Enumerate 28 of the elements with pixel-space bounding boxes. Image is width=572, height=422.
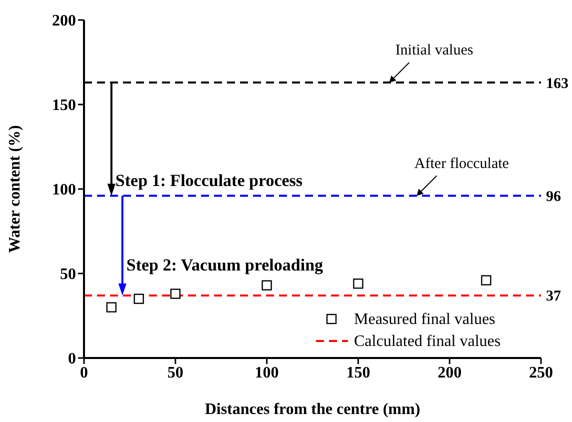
x-tick-label: 100 xyxy=(254,364,279,382)
point xyxy=(481,275,492,286)
ref-line-label: 163 xyxy=(546,76,568,92)
point xyxy=(262,280,272,290)
y-tick-label: 50 xyxy=(60,266,76,284)
x-tick-label: 0 xyxy=(80,364,88,382)
legend-label: Calculated final values xyxy=(354,333,501,350)
ref-line-label: 96 xyxy=(546,189,562,206)
point xyxy=(170,288,180,299)
x-tick-label: 50 xyxy=(167,364,184,382)
annotation: Initial values xyxy=(395,42,474,59)
y-axis-title: Water content (%) xyxy=(6,125,24,253)
y-tick-label: 200 xyxy=(52,12,76,30)
point xyxy=(134,294,144,304)
y-tick-label: 0 xyxy=(68,350,76,368)
annotation: Step 2: Vacuum preloading xyxy=(126,255,324,274)
annotation: Step 1: Flocculate process xyxy=(115,170,303,190)
x-tick-label: 200 xyxy=(438,364,462,382)
point xyxy=(353,278,364,289)
x-tick-label: 150 xyxy=(346,364,370,382)
y-tick-label: 100 xyxy=(52,182,76,199)
annotation: After flocculate xyxy=(414,156,510,172)
x-tick-label: 250 xyxy=(529,364,553,382)
annotation: 37 xyxy=(546,288,562,304)
point xyxy=(106,302,117,312)
legend-label: Measured final values xyxy=(354,311,496,328)
y-tick-label: 150 xyxy=(52,97,76,114)
x-axis-title: Distances from the centre (mm) xyxy=(204,401,420,418)
